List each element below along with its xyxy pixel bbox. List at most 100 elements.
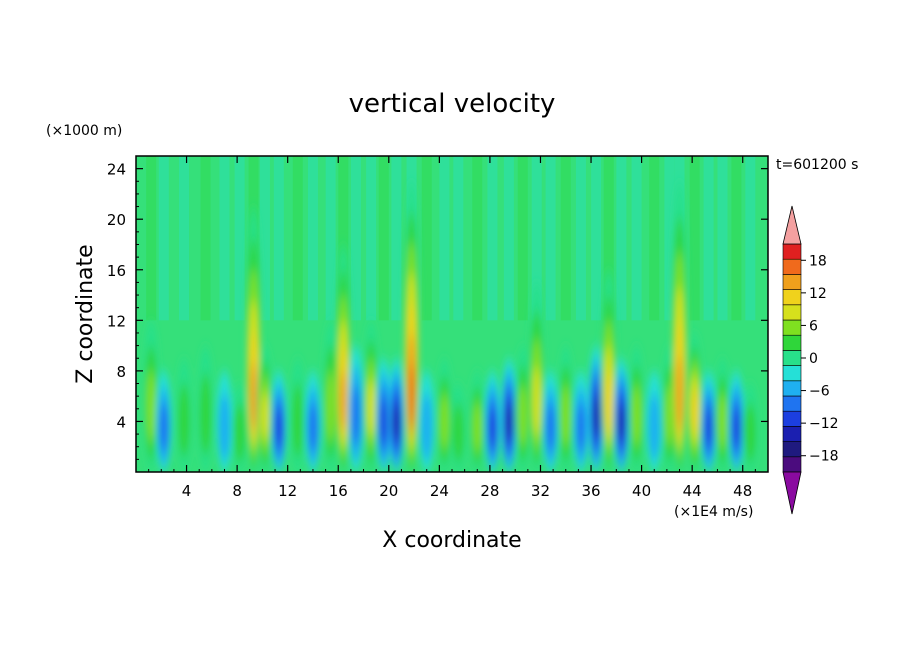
- heatmap-cell: [744, 402, 756, 463]
- heatmap-column: [216, 370, 233, 472]
- heatmap-cell: [421, 393, 433, 461]
- heatmap-column: [347, 345, 364, 472]
- upper-band: [350, 156, 361, 321]
- upper-band: [517, 156, 528, 321]
- heatmap-column: [469, 370, 486, 472]
- x-tick-label: 28: [480, 482, 499, 500]
- heatmap-cell: [351, 385, 361, 446]
- heatmap-column: [155, 370, 172, 472]
- heatmap-cell: [576, 402, 586, 453]
- upper-band: [575, 156, 586, 321]
- upper-band: [731, 156, 742, 321]
- upper-band: [560, 156, 571, 321]
- y-axis-label: Z coordinate: [73, 244, 98, 383]
- heatmap-cell: [732, 407, 741, 448]
- y-tick-label: 16: [107, 262, 126, 280]
- heatmap-column: [450, 383, 467, 472]
- x-tick-label: 16: [329, 482, 348, 500]
- heatmap-cell: [532, 366, 541, 437]
- upper-band: [146, 156, 157, 321]
- heatmap-column: [363, 320, 380, 472]
- heatmap-column: [403, 181, 420, 472]
- heatmap-cell: [392, 403, 401, 442]
- colorbar-tick-label: 6: [809, 318, 818, 334]
- heatmap-cell: [308, 402, 318, 453]
- heatmap-cell: [488, 407, 497, 448]
- heatmap-cell: [704, 407, 713, 448]
- upper-band: [292, 156, 303, 321]
- heatmap-cell: [717, 393, 728, 450]
- x-tick-label: 44: [683, 482, 702, 500]
- upper-band: [717, 156, 728, 321]
- upper-band: [366, 156, 377, 321]
- heatmap-cell: [648, 393, 660, 461]
- heatmap-column: [256, 345, 273, 472]
- heatmap-cell: [592, 396, 600, 437]
- y-tick-label: 8: [116, 363, 126, 381]
- heatmap-cell: [664, 385, 674, 446]
- heatmap-columns: [143, 181, 759, 472]
- heatmap-cell: [408, 363, 415, 428]
- heatmap-cell: [326, 370, 336, 443]
- colorbar-tick-label: −6: [809, 384, 830, 400]
- upper-band: [234, 156, 245, 321]
- x-tick-label: 4: [182, 482, 192, 500]
- colorbar-tick-label: 12: [809, 286, 827, 302]
- heatmap-column: [714, 358, 731, 472]
- upper-band: [307, 156, 318, 321]
- heatmap-column: [197, 345, 214, 472]
- colorbar-swatch: [782, 334, 802, 351]
- colorbar-swatch: [782, 258, 802, 275]
- heatmap-cell: [472, 402, 482, 453]
- heatmap-column: [484, 370, 501, 472]
- heatmap-cell: [631, 385, 642, 446]
- heatmap-cell: [505, 403, 513, 442]
- upper-band: [273, 156, 284, 321]
- colorbar-swatch: [782, 380, 802, 397]
- heatmap-cell: [518, 385, 528, 446]
- x-tick-label: 48: [733, 482, 752, 500]
- heatmap-cell: [234, 402, 246, 463]
- y-tick-label: 4: [116, 413, 126, 431]
- y-axis: 4 8 12 16 20 24: [107, 161, 768, 460]
- colorbar-tick-label: −12: [809, 416, 839, 432]
- heatmap-cell: [617, 403, 626, 442]
- heatmap-cell: [159, 402, 169, 453]
- upper-band: [664, 156, 675, 321]
- heatmap-cell: [439, 393, 449, 450]
- heatmap-cell: [339, 370, 347, 430]
- heatmap-cell: [676, 356, 683, 430]
- heatmap-column: [418, 370, 435, 472]
- colorbar-swatch: [782, 365, 802, 382]
- x-tick-label: 8: [232, 482, 242, 500]
- heatmap-cell: [367, 379, 376, 437]
- heatmap-cell: [146, 370, 156, 443]
- heatmap-column: [245, 206, 262, 472]
- colorbar-tick-label: −18: [809, 449, 839, 465]
- upper-band: [591, 156, 602, 321]
- upper-band: [472, 156, 483, 321]
- upper-band: [649, 156, 660, 321]
- colorbar-swatch: [782, 410, 802, 427]
- heatmap-column: [600, 269, 617, 472]
- colorbar: 18 12 6 0 −6 −12 −18: [782, 205, 839, 515]
- x-axis-label: X coordinate: [382, 528, 521, 553]
- heatmap-cell: [605, 370, 613, 433]
- upper-band: [219, 156, 230, 321]
- upper-band: [603, 156, 614, 321]
- upper-band: [378, 156, 389, 321]
- colorbar-swatch: [782, 274, 802, 290]
- colorbar-swatch: [782, 426, 802, 442]
- heatmap-column: [628, 345, 645, 472]
- x-tick-label: 12: [278, 482, 297, 500]
- upper-band: [453, 156, 464, 321]
- heatmap-cell: [691, 388, 699, 433]
- heatmap-column: [436, 358, 453, 472]
- heatmap-column: [176, 358, 193, 472]
- y-tick-label: 20: [107, 211, 126, 229]
- upper-band: [158, 156, 169, 321]
- x-tick-label: 24: [430, 482, 449, 500]
- heatmap-cell: [178, 383, 190, 458]
- colorbar-swatch: [782, 456, 802, 473]
- heatmap-column: [646, 370, 663, 472]
